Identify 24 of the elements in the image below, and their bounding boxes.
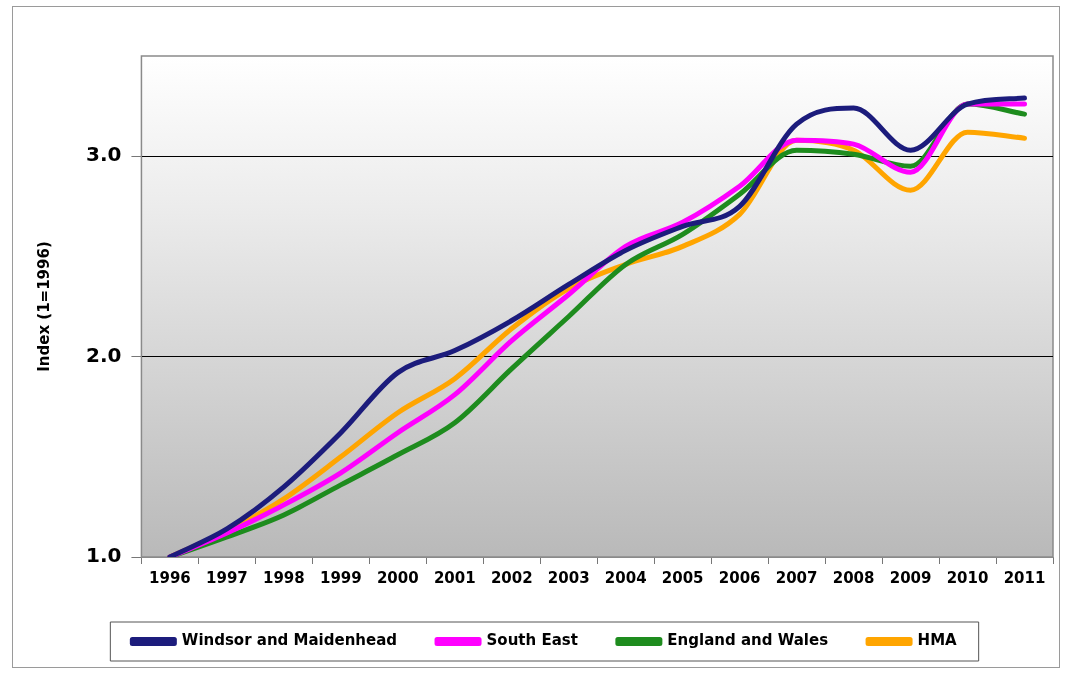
x-tick-label: 2003 xyxy=(547,568,590,587)
x-tick-label: 2008 xyxy=(832,568,875,587)
y-tick-label: 1.0 xyxy=(85,543,122,568)
y-tick-label: 3.0 xyxy=(85,142,122,167)
y-tick-label: 2.0 xyxy=(85,342,122,367)
x-tick-label: 2007 xyxy=(775,568,818,587)
legend-label: Windsor and Maidenhead xyxy=(181,631,398,650)
y-axis-title: Index (1=1996) xyxy=(34,241,53,372)
x-tick-label: 2009 xyxy=(889,568,932,587)
x-tick-label: 2000 xyxy=(376,568,419,587)
x-tick-label: 2011 xyxy=(1003,568,1046,587)
x-tick-label: 2005 xyxy=(661,568,704,587)
legend-label: South East xyxy=(486,631,578,650)
x-tick-label: 1998 xyxy=(262,568,305,587)
legend-label: England and Wales xyxy=(667,631,829,650)
x-tick-label: 2002 xyxy=(490,568,533,587)
x-tick-label: 2004 xyxy=(604,568,647,587)
x-tick-label: 2001 xyxy=(433,568,476,587)
x-tick-label: 2006 xyxy=(718,568,761,587)
x-tick-label: 1996 xyxy=(149,568,191,587)
legend-label: HMA xyxy=(917,631,958,650)
x-tick-label: 1999 xyxy=(319,568,362,587)
x-tick-label: 2010 xyxy=(946,568,989,587)
x-tick-label: 1997 xyxy=(206,568,248,587)
